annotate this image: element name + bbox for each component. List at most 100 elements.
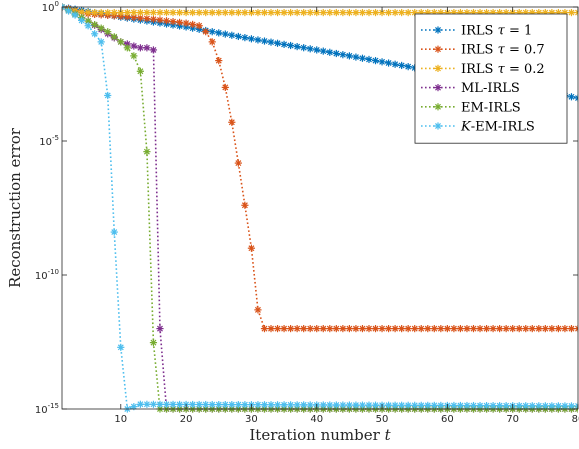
- axes: 10 20 30 40 50 60 70 80 10-15 10-10 10-5 100: [35, 0, 579, 425]
- data-point: [136, 67, 144, 75]
- data-point: [469, 325, 478, 333]
- data-point: [496, 325, 504, 333]
- data-point: [136, 44, 144, 52]
- data-point: [345, 401, 353, 409]
- x-tick-label: 50: [376, 414, 389, 425]
- data-point: [450, 325, 458, 333]
- data-point: [456, 401, 465, 410]
- data-point: [234, 159, 242, 167]
- data-point: [496, 402, 504, 410]
- data-point: [332, 49, 340, 58]
- data-point: [208, 400, 216, 409]
- data-point: [378, 325, 386, 333]
- data-point: [130, 13, 138, 22]
- data-point: [339, 8, 347, 17]
- data-point: [541, 402, 549, 410]
- data-point: [130, 52, 138, 60]
- y-tick-label: 10-10: [35, 268, 59, 282]
- data-point: [287, 8, 295, 17]
- data-point: [241, 8, 249, 17]
- data-point: [417, 401, 425, 409]
- data-point: [463, 401, 471, 410]
- data-point: [97, 38, 105, 46]
- legend-entry-5: K-EM-IRLS: [421, 120, 535, 135]
- data-point: [424, 401, 432, 409]
- legend-entry-4: EM-IRLS: [421, 100, 521, 115]
- data-point: [267, 325, 275, 333]
- data-point: [332, 401, 340, 409]
- data-point: [450, 401, 458, 410]
- data-point: [339, 51, 347, 59]
- data-point: [136, 8, 144, 17]
- data-point: [476, 325, 484, 333]
- data-point: [528, 402, 536, 410]
- data-point: [293, 8, 301, 17]
- data-point: [247, 35, 256, 43]
- data-point: [280, 40, 288, 48]
- data-point: [306, 45, 314, 53]
- legend-entry-2: IRLS τ = 0.2: [421, 62, 545, 77]
- data-point: [71, 11, 79, 19]
- axes-box: [61, 6, 579, 410]
- data-point: [260, 325, 269, 333]
- data-point: [398, 401, 406, 409]
- data-point: [567, 402, 576, 410]
- data-point: [241, 34, 249, 42]
- data-point: [352, 8, 360, 17]
- data-point: [398, 325, 406, 333]
- y-tick-label: 100: [42, 0, 59, 14]
- data-point: [228, 8, 236, 17]
- data-point: [411, 325, 419, 333]
- data-point: [502, 402, 510, 410]
- data-point: [221, 83, 229, 91]
- data-point: [574, 402, 578, 410]
- data-point: [189, 400, 197, 409]
- data-point: [117, 38, 125, 46]
- data-point: [548, 402, 556, 410]
- data-point: [260, 37, 269, 45]
- data-point: [228, 118, 236, 126]
- data-point: [247, 244, 256, 252]
- data-point: [143, 44, 151, 52]
- data-point: [228, 31, 236, 39]
- data-point: [300, 44, 308, 52]
- data-point: [221, 401, 229, 409]
- data-point: [384, 8, 393, 17]
- y-tick-label: 10-5: [39, 134, 59, 148]
- data-point: [574, 94, 578, 102]
- data-point: [567, 93, 576, 101]
- data-point: [91, 20, 99, 29]
- data-point: [97, 8, 105, 17]
- data-point: [365, 8, 373, 17]
- data-point: [169, 400, 177, 409]
- data-point: [254, 306, 262, 314]
- data-point: [64, 7, 73, 15]
- data-point: [208, 28, 216, 36]
- data-point: [443, 325, 451, 333]
- data-point: [143, 400, 151, 408]
- data-point: [280, 401, 288, 409]
- data-point: [522, 325, 530, 333]
- data-point: [273, 39, 282, 47]
- data-point: [326, 401, 334, 409]
- data-point: [319, 401, 327, 409]
- y-axis-label: Reconstruction error: [6, 127, 24, 288]
- data-point: [489, 402, 497, 410]
- data-point: [456, 325, 465, 333]
- data-point: [110, 8, 118, 17]
- data-point: [208, 38, 216, 46]
- y-tick-label: 10-15: [35, 402, 59, 416]
- data-point: [326, 48, 334, 56]
- legend-marker: [434, 122, 442, 130]
- data-point: [260, 8, 269, 17]
- data-point: [215, 57, 223, 65]
- data-point: [287, 325, 295, 333]
- data-point: [221, 30, 229, 38]
- data-point: [110, 33, 118, 41]
- data-point: [149, 8, 158, 17]
- data-point: [273, 401, 282, 409]
- data-point: [234, 32, 242, 41]
- data-point: [417, 325, 425, 333]
- legend-label: IRLS τ = 0.7: [461, 43, 545, 58]
- data-point: [391, 60, 399, 68]
